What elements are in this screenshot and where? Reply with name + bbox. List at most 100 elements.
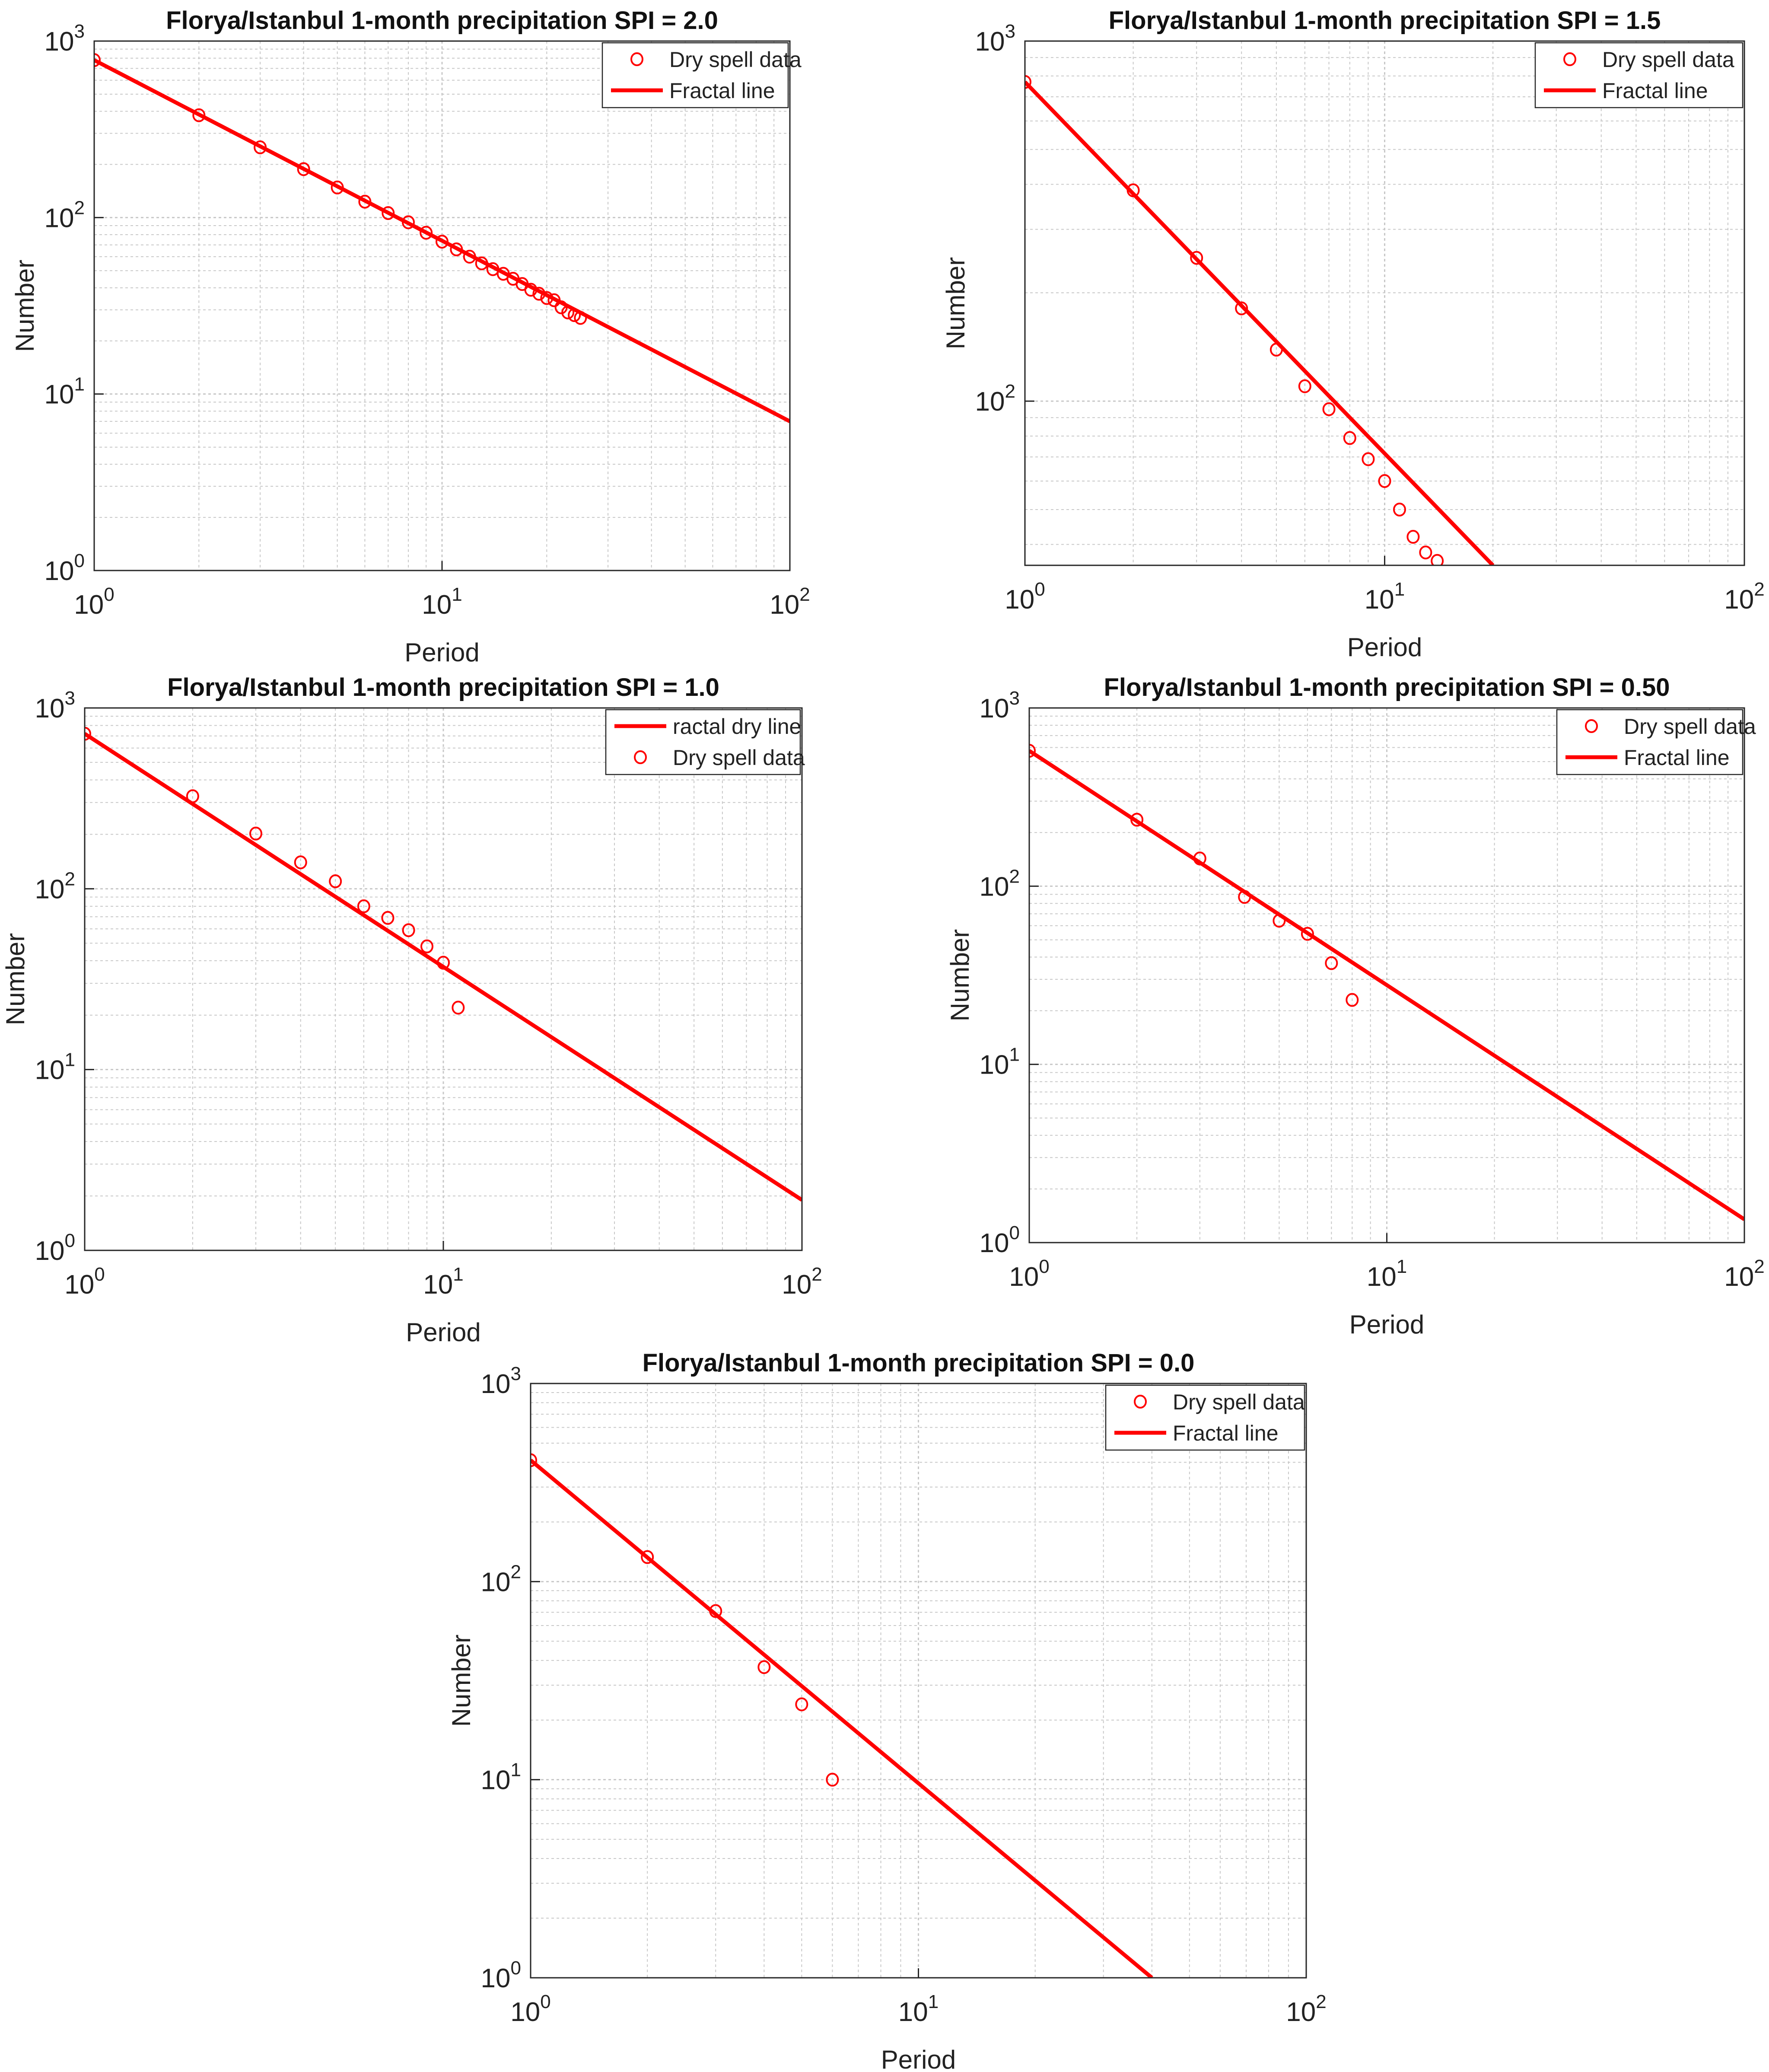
chart-title: Florya/Istanbul 1-month precipitation SP… [167,673,719,701]
x-tick-label: 102 [782,1264,822,1300]
data-point [1346,993,1359,1007]
y-tick-label: 101 [35,1049,75,1085]
grid [531,1383,1306,1978]
legend-point-marker [630,52,643,66]
y-tick-base: 10 [481,1766,511,1795]
data-point [420,939,434,953]
y-tick-exponent: 2 [511,1561,521,1582]
x-tick-exponent: 2 [1754,579,1764,600]
x-tick-label: 101 [898,1991,939,2027]
data-point [1235,301,1248,316]
chart-4: 100 101 102100101102103PeriodNumberFlorya/… [945,673,1765,1339]
data-point [402,923,415,937]
y-tick-label: 103 [35,688,75,724]
x-tick-base: 10 [422,590,452,620]
data-point [1378,474,1391,488]
data-point [1029,744,1036,758]
x-tick-base: 10 [74,590,104,620]
legend: Dry spell data Fractal line [1534,42,1744,108]
data-point [826,1772,839,1787]
legend-label-points: Dry spell data [1173,1390,1305,1414]
y-tick-label: 103 [975,21,1015,57]
x-tick-exponent: 2 [1754,1256,1764,1277]
data-point [1190,251,1203,265]
y-tick-exponent: 2 [65,868,75,889]
legend: Dry spell data Fractal line [1105,1384,1305,1451]
legend: Dry spell data Fractal line [1556,709,1756,775]
y-tick-base: 10 [35,1236,65,1266]
x-tick-exponent: 1 [928,1991,939,2012]
y-tick-base: 10 [481,1567,511,1597]
legend-label-points: Dry spell data [1624,714,1756,739]
y-tick-label: 102 [975,381,1015,417]
y-tick-exponent: 3 [511,1363,521,1384]
data-point [94,53,101,67]
x-tick-label: 102 [1724,1256,1764,1292]
x-tick-label: 100 [1005,579,1045,615]
data-point [1298,379,1311,393]
data-point [1419,545,1432,560]
x-tick-exponent: 2 [811,1264,822,1285]
x-axis-label: Period [881,2045,956,2072]
x-tick-exponent: 0 [1034,579,1045,600]
x-tick-label: 101 [422,584,462,620]
y-tick-label: 101 [45,374,85,410]
y-tick-base: 10 [45,556,74,586]
y-tick-label: 100 [481,1957,521,1993]
y-tick-exponent: 0 [74,550,85,571]
y-axis-label: Number [10,260,39,352]
x-tick-exponent: 0 [1039,1256,1049,1277]
legend-label-points: Dry spell data [669,48,802,72]
x-tick-label: 100 [1009,1256,1049,1292]
y-tick-base: 10 [45,27,74,57]
plot-series [94,53,790,423]
y-axis-label: Number [945,929,974,1021]
legend-label-line: Fractal line [1173,1421,1279,1445]
y-tick-label: 101 [481,1760,521,1795]
data-point [1362,452,1375,466]
y-tick-label: 103 [980,688,1020,724]
y-tick-base: 10 [975,27,1005,57]
y-tick-label: 102 [980,866,1020,902]
data-point [85,727,91,741]
y-axis-label: Number [1,933,30,1025]
data-point [1343,431,1356,445]
data-point [795,1697,808,1712]
y-tick-base: 10 [45,203,74,233]
fractal-line [1025,80,1495,565]
grid [94,41,790,571]
y-tick-label: 100 [980,1222,1020,1258]
y-tick-base: 10 [481,1964,511,1993]
legend-label-line: Fractal line [669,79,775,103]
x-tick-label: 102 [1286,1991,1326,2027]
x-tick-exponent: 1 [452,584,462,605]
y-tick-label: 101 [980,1044,1020,1080]
data-point [357,899,370,913]
y-tick-base: 10 [35,874,65,904]
y-tick-label: 103 [45,21,85,57]
y-tick-exponent: 1 [511,1760,521,1781]
data-point [249,826,263,841]
grid [85,708,802,1250]
legend-label-line: Fractal line [1624,746,1730,770]
data-point [329,874,342,889]
data-point [452,1001,465,1015]
data-point [757,1660,771,1674]
y-tick-exponent: 1 [1009,1044,1020,1065]
x-tick-label: 100 [74,584,114,620]
x-tick-base: 10 [770,590,799,620]
x-tick-base: 10 [1724,1262,1754,1292]
x-tick-base: 10 [1724,585,1754,615]
y-tick-base: 10 [980,1050,1009,1080]
x-tick-label: 102 [770,584,810,620]
y-tick-base: 10 [45,380,74,410]
x-tick-label: 100 [510,1991,550,2027]
data-point [381,911,395,925]
y-tick-base: 10 [975,387,1005,417]
fractal-line [531,1459,1153,1978]
y-tick-label: 100 [35,1230,75,1266]
y-tick-base: 10 [980,872,1009,902]
fractal-line [85,732,802,1202]
x-tick-label: 100 [64,1264,105,1300]
legend-point-marker [634,750,647,764]
